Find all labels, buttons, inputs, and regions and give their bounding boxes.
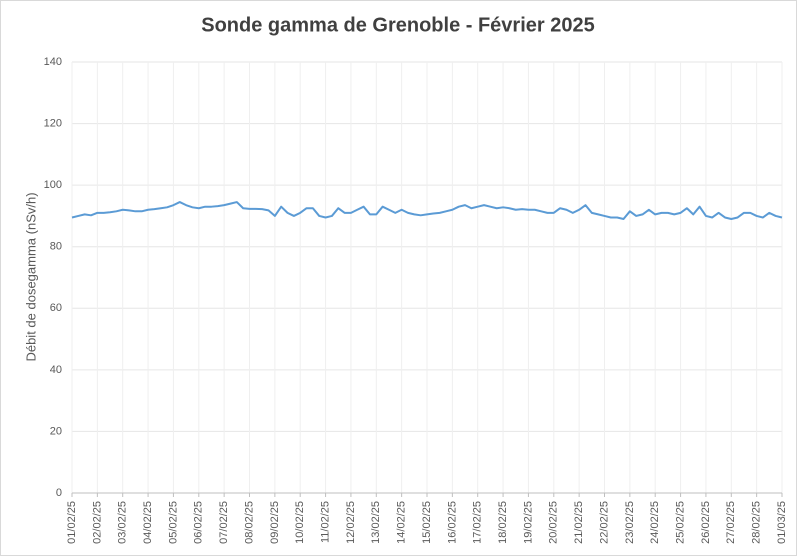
x-tick-label: 20/02/25 [548,501,560,544]
y-tick-label: 40 [50,364,62,376]
x-tick-label: 05/02/25 [167,501,179,544]
y-tick-label: 100 [44,179,62,191]
x-tick-label: 21/02/25 [573,501,585,544]
x-tick-label: 26/02/25 [700,501,712,544]
x-tick-label: 09/02/25 [269,501,281,544]
x-tick-label: 04/02/25 [142,501,154,544]
x-tick-label: 01/03/25 [776,501,788,544]
x-tick-label: 13/02/25 [370,501,382,544]
x-tick-label: 24/02/25 [649,501,661,544]
x-tick-label: 03/02/25 [117,501,129,544]
x-tick-label: 15/02/25 [421,501,433,544]
x-tick-label: 23/02/25 [624,501,636,544]
x-tick-label: 11/02/25 [319,501,331,543]
x-tick-label: 10/02/25 [294,501,306,544]
x-tick-label: 02/02/25 [91,501,103,544]
chart-title: Sonde gamma de Grenoble - Février 2025 [201,14,594,36]
y-tick-label: 20 [50,425,62,437]
x-tick-label: 06/02/25 [193,501,205,544]
y-tick-label: 80 [50,241,62,253]
x-tick-label: 16/02/25 [446,501,458,544]
x-tick-label: 12/02/25 [345,501,357,544]
x-tick-label: 22/02/25 [598,501,610,544]
y-axis-label: Débit de dosegamma (nSv/h) [23,192,38,361]
y-tick-label: 140 [44,56,62,68]
x-tick-label: 19/02/25 [522,501,534,544]
x-tick-label: 28/02/25 [751,501,763,544]
x-tick-label: 07/02/25 [218,501,230,544]
y-tick-label: 120 [44,117,62,129]
x-tick-label: 25/02/25 [674,501,686,544]
x-tick-label: 08/02/25 [243,501,255,544]
x-tick-label: 27/02/25 [725,501,737,544]
x-tick-label: 17/02/25 [472,501,484,544]
data-line [71,201,783,221]
x-tick-label: 01/02/25 [66,501,78,544]
y-tick-label: 0 [56,487,62,499]
x-tick-label: 18/02/25 [497,501,509,544]
x-tick-label: 14/02/25 [396,501,408,544]
y-tick-label: 60 [50,302,62,314]
